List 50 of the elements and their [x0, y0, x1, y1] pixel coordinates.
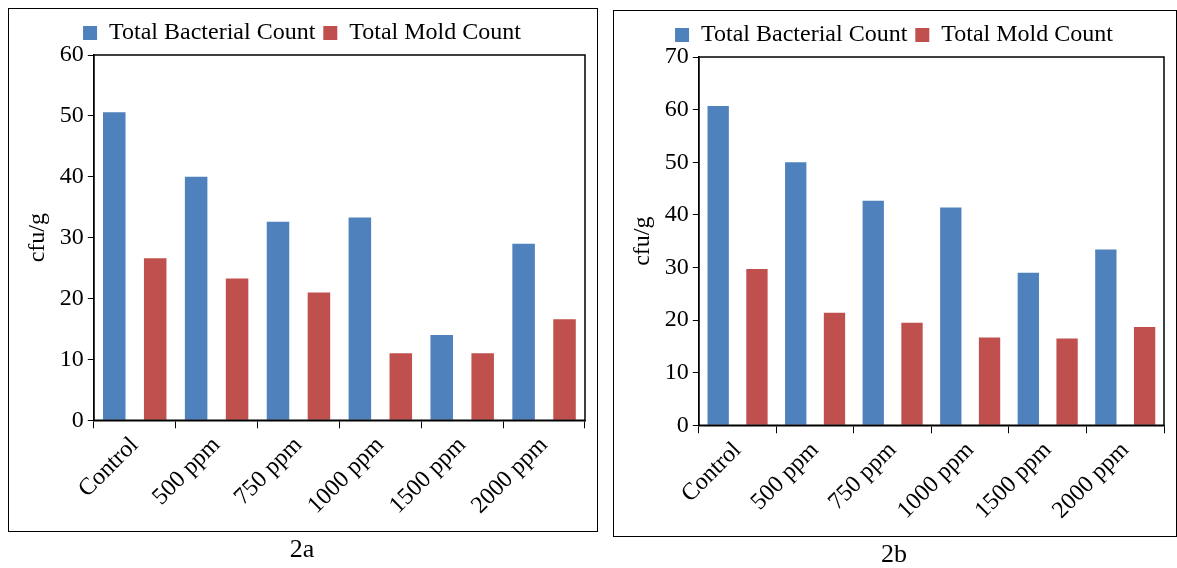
bar	[823, 312, 846, 425]
y-tick-label: 60	[59, 40, 84, 67]
y-tick-label: 50	[664, 147, 689, 174]
bar	[862, 200, 884, 425]
x-tick-label: 500 ppm	[744, 435, 824, 515]
bar	[266, 221, 290, 420]
y-tick-label: 50	[59, 101, 84, 128]
y-tick-label: 20	[664, 305, 689, 332]
bar	[348, 217, 372, 420]
y-tick-label: 60	[664, 94, 689, 121]
x-tick-label: 500 ppm	[146, 430, 225, 510]
bar	[103, 112, 126, 420]
legend-label: Total Mold Count	[941, 20, 1114, 47]
y-tick-label: 0	[676, 410, 689, 437]
bar	[184, 176, 208, 420]
y-tick-label: 40	[664, 200, 689, 227]
x-tick-label: 750 ppm	[228, 430, 307, 510]
text: 2a	[288, 534, 316, 564]
bar	[1056, 338, 1078, 425]
y-tick-label: 10	[664, 357, 689, 384]
bar	[389, 353, 413, 420]
bar	[707, 105, 729, 425]
bar	[225, 278, 249, 420]
y-tick-label: 10	[59, 344, 84, 371]
bar	[430, 335, 453, 420]
bar	[307, 292, 331, 420]
y-tick-label: 70	[664, 42, 689, 69]
bar	[471, 353, 494, 420]
y-tick-label: 30	[59, 222, 84, 249]
bar	[978, 337, 1001, 425]
bar	[512, 243, 535, 420]
y-tick-label: 0	[71, 405, 84, 432]
y-tick-label: 40	[59, 162, 84, 189]
bar	[1133, 326, 1156, 425]
bar	[553, 319, 576, 420]
bar	[1017, 272, 1039, 425]
y-tick-label: 20	[59, 283, 84, 310]
bar	[901, 322, 923, 425]
bar	[940, 207, 962, 425]
y-tick-label: 30	[664, 252, 689, 279]
legend-label: Total Mold Count	[349, 18, 522, 45]
text: 2b	[880, 539, 908, 568]
bar	[785, 162, 807, 425]
legend-label: Total Bacterial Count	[701, 20, 908, 47]
bar	[1095, 249, 1117, 425]
y-axis-title: cfu/g	[627, 216, 654, 266]
bar	[143, 258, 167, 420]
y-axis-title: cfu/g	[22, 212, 49, 263]
bar	[746, 269, 768, 425]
legend-label: Total Bacterial Count	[109, 18, 316, 45]
